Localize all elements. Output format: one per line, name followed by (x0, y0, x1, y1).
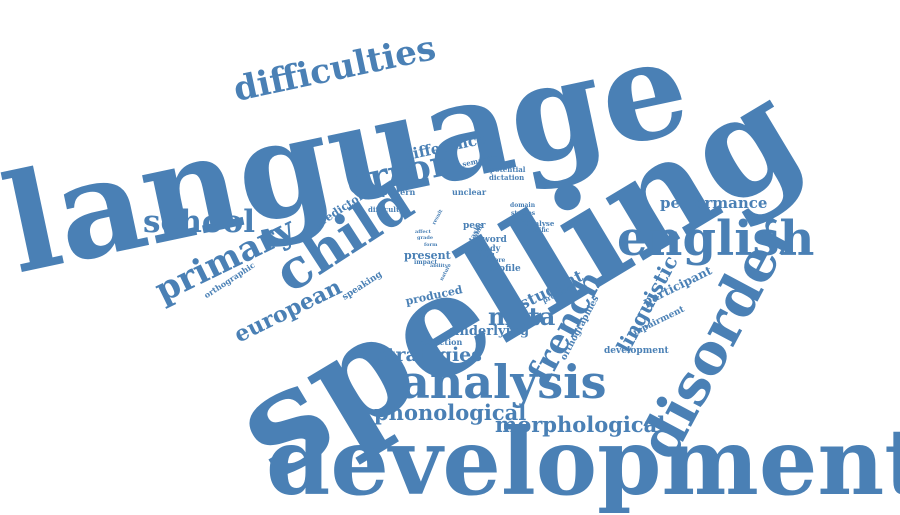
word-analysis: analysis (400, 355, 607, 409)
word-study: study (476, 243, 501, 253)
word-affect: affect (415, 229, 431, 235)
word-impact: impact (414, 259, 438, 266)
word-unclear: unclear (452, 187, 487, 197)
word-studies: studies (511, 210, 536, 217)
word-specific: specific (524, 227, 550, 234)
word-level: level (479, 253, 495, 260)
word-meta: meta (488, 302, 556, 331)
word-profile: profile (488, 264, 521, 274)
word-analyse: analyse (525, 219, 555, 228)
word-phonological: phonological (374, 400, 527, 425)
word-morphological: morphological (495, 412, 666, 437)
word-present: present (404, 249, 451, 262)
word-grade: grade (417, 235, 434, 241)
word-dictation: dictation (489, 173, 525, 182)
word-performance: performance (660, 194, 768, 212)
word-group: group (514, 217, 534, 224)
word-ability: ability (430, 263, 448, 269)
word-form: form (424, 242, 438, 248)
word-development: development (604, 346, 669, 356)
word-word: word (482, 235, 507, 245)
word-strategies: strategies (376, 344, 482, 366)
word-school: school (143, 204, 255, 240)
word-domain: domain (510, 202, 536, 209)
word-pattern: pattern (382, 187, 416, 197)
word-underlying: underlying (450, 324, 530, 339)
word-peer: peer (463, 221, 486, 231)
word-production: production (413, 337, 463, 347)
word-developmental: developmental (266, 408, 900, 515)
word-potential: potential (490, 165, 526, 174)
word-english: english (617, 211, 815, 267)
word-more: more (488, 257, 506, 264)
word-difficulty: difficulty (368, 205, 404, 214)
